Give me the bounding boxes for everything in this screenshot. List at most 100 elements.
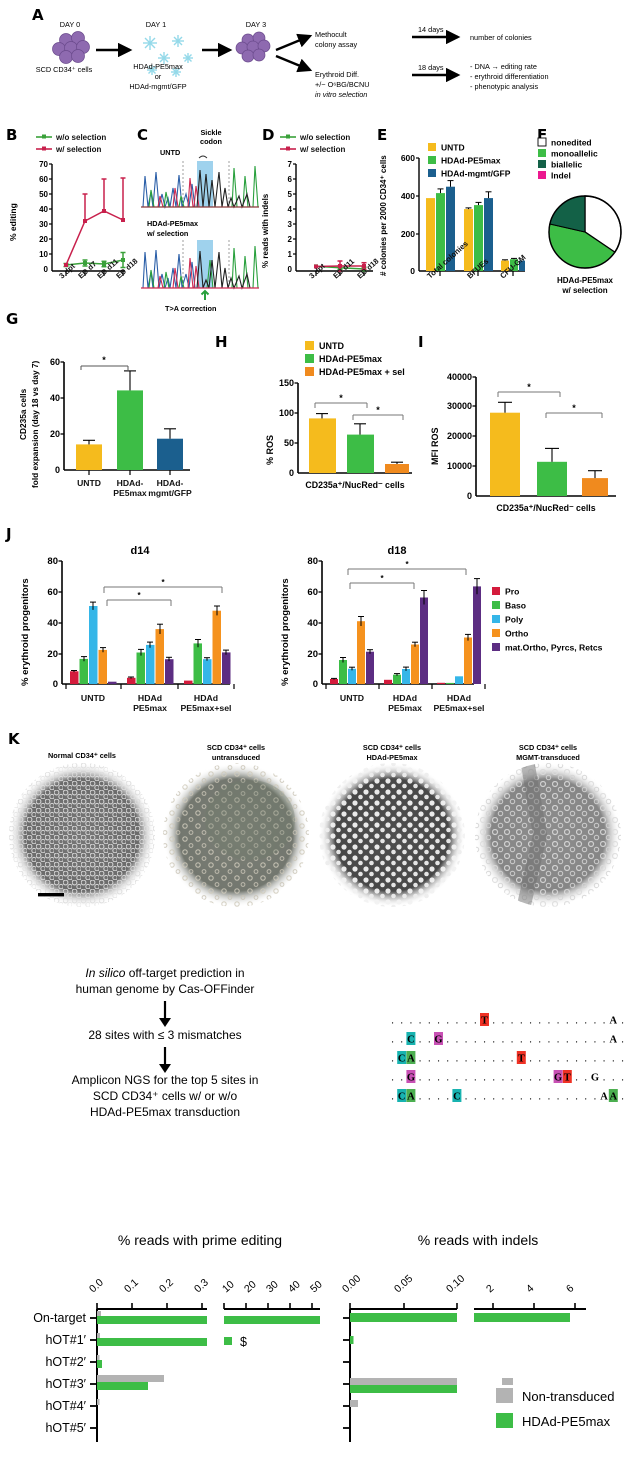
panel-label-k: K (8, 730, 20, 748)
panel-c-chromatogram-bottom (141, 240, 259, 300)
bottom-left-ax2-tick-2: 30 (264, 1278, 281, 1295)
alignment-dot: . (548, 1016, 551, 1027)
bottom-left-row-2: hOT#2′ (45, 1355, 86, 1369)
panel-j-chart-d14: d14 % erythroid progenitors 80 60 40 20 … (0, 536, 300, 726)
panel-j-d18-title: d18 (388, 545, 407, 557)
alignment-base: A (610, 1016, 618, 1027)
bottom-left-bars (97, 1311, 320, 1405)
panel-j-d14-group-pe5max (127, 629, 174, 684)
svg-text:400: 400 (401, 191, 415, 201)
panel-b-chart: w/o selection w/ selection % editing 70 … (0, 126, 139, 306)
panel-f-legend-1: monoallelic (551, 149, 598, 159)
alignment-dot: . (465, 1054, 468, 1065)
alignment-dot: . (511, 1054, 514, 1065)
alignment-base: T (564, 1073, 571, 1084)
alignment-dot: . (511, 1016, 514, 1027)
panel-label-a: A (32, 6, 44, 24)
alignment-base-highlight (452, 1089, 462, 1102)
alignment-base-highlight (397, 1051, 407, 1064)
panel-j-d14-group-untd (70, 606, 117, 684)
panel-f-legend: nonedited monoallelic biallelic Indel (537, 138, 598, 181)
svg-text:80: 80 (307, 556, 318, 567)
panel-j-d18-xtick-1-l2: PE5max (388, 703, 422, 713)
panel-j-legend-svg: Pro Baso Poly Ortho mat.Ortho, Pyrcs, Re… (492, 587, 603, 653)
svg-text:40: 40 (307, 618, 318, 629)
panel-j-d18-xtick-2-l1: HDAd (447, 693, 471, 703)
alignment-dot: . (465, 1073, 468, 1084)
alignment-base: A (407, 1092, 415, 1103)
panel-a-result1: number of colonies (470, 33, 532, 42)
panel-e-chart: UNTD HDAd-PE5max HDAd-mgmt/GFP # colonie… (375, 126, 535, 306)
panel-e-legend-0: UNTD (441, 143, 465, 153)
alignment-base: T (518, 1054, 525, 1065)
panel-j-d18-xtick-2-l2: PE5max+sel (434, 703, 485, 713)
panel-g-svg: CD235a cells fold expansion (day 18 vs d… (18, 355, 192, 498)
alignment-dot: . (529, 1054, 532, 1065)
svg-text:100: 100 (279, 408, 294, 418)
panel-j-d18-xtick-1-l1: HDAd (393, 693, 417, 703)
panel-g-significance-bracket (80, 365, 129, 370)
svg-text:40: 40 (47, 618, 58, 629)
alignment-base: C (407, 1035, 415, 1046)
panel-h-legend-2: HDAd-PE5max + sel (319, 367, 405, 377)
alignment-base: T (481, 1016, 488, 1027)
panel-i-sig-1: * (572, 403, 576, 413)
alignment-dot: . (483, 1073, 486, 1084)
panel-h-ylabel: % ROS (265, 435, 275, 465)
alignment-dot: . (492, 1016, 495, 1027)
bottom-right-ax1-tick-2: 0.10 (444, 1273, 467, 1296)
alignment-dot: . (419, 1092, 422, 1103)
alignment-dot: . (502, 1092, 505, 1103)
panel-c-sickle-line2: codon (200, 137, 222, 146)
alignment-base-highlight (397, 1089, 407, 1102)
alignment-dot: . (428, 1016, 431, 1027)
panel-a-time1: 14 days (418, 25, 444, 34)
panel-j-legend-1: Baso (505, 601, 526, 611)
alignment-dot: . (566, 1054, 569, 1065)
panel-a-result2b: - erythroid differentiation (470, 72, 549, 81)
alignment-dot: . (446, 1016, 449, 1027)
panel-j-d14-significance (103, 586, 223, 606)
panel-j-d14-xtick-1-l1: HDAd (138, 693, 162, 703)
alignment-dot: . (557, 1092, 560, 1103)
alignment-dot: . (465, 1016, 468, 1027)
svg-text:40: 40 (50, 393, 60, 403)
alignment-dot: . (456, 1054, 459, 1065)
alignment-dot: . (538, 1092, 541, 1103)
bottom-left-title: % reads with prime editing (118, 1232, 282, 1248)
alignment-dot: . (520, 1073, 523, 1084)
alignment-dot: . (456, 1016, 459, 1027)
panel-a-day0-label: DAY 0 (59, 20, 81, 29)
offtarget-step3-l1: Amplicon NGS for the top 5 sites in (71, 1073, 259, 1087)
panel-label-d: D (262, 126, 275, 144)
svg-text:*: * (380, 574, 384, 583)
panel-a-branch2-line3: in vitro selection (315, 90, 368, 99)
offtarget-step1-italic: In silico (85, 966, 126, 980)
alignment-dot: . (474, 1016, 477, 1027)
panel-j-d14-ylabel: % erythroid progenitors (20, 578, 31, 686)
svg-text:20: 20 (39, 235, 48, 244)
alignment-dot: . (603, 1035, 606, 1046)
panel-j-d18-ylabel: % erythroid progenitors (280, 578, 291, 686)
bottom-chart-right: % reads with indels 0.00 0.05 0.10 2 4 6 (318, 1185, 639, 1465)
svg-text:0: 0 (44, 265, 49, 274)
svg-text:60: 60 (47, 587, 58, 598)
panel-g-xtick-2-l1: HDAd- (157, 478, 184, 488)
alignment-dot: . (446, 1054, 449, 1065)
panel-d-legend: w/o selection w/ selection (280, 133, 350, 154)
alignment-dot: . (575, 1035, 578, 1046)
bottom-left-ax1-tick-0: 0.0 (87, 1276, 106, 1295)
panel-d-chart: w/o selection w/ selection % reads with … (258, 126, 383, 306)
panel-j-d18-svg: d18 % erythroid progenitors 80 60 40 20 … (280, 545, 486, 713)
panel-a-vector1: HDAd-PE5max (133, 62, 183, 71)
svg-text:20: 20 (307, 649, 318, 660)
alignment-base-highlight (406, 1089, 416, 1102)
panel-k-caption-2-l1: SCD CD34⁺ cells (362, 743, 422, 752)
bottom-right-ax2-tick-1: 4 (524, 1282, 536, 1295)
alignment-dot: . (621, 1092, 624, 1103)
alignment-dot: . (621, 1073, 624, 1084)
panel-b-legend-0: w/o selection (55, 133, 106, 142)
alignment-dot: . (391, 1035, 394, 1046)
alignment-dot: . (557, 1054, 560, 1065)
svg-text:30000: 30000 (447, 401, 472, 411)
